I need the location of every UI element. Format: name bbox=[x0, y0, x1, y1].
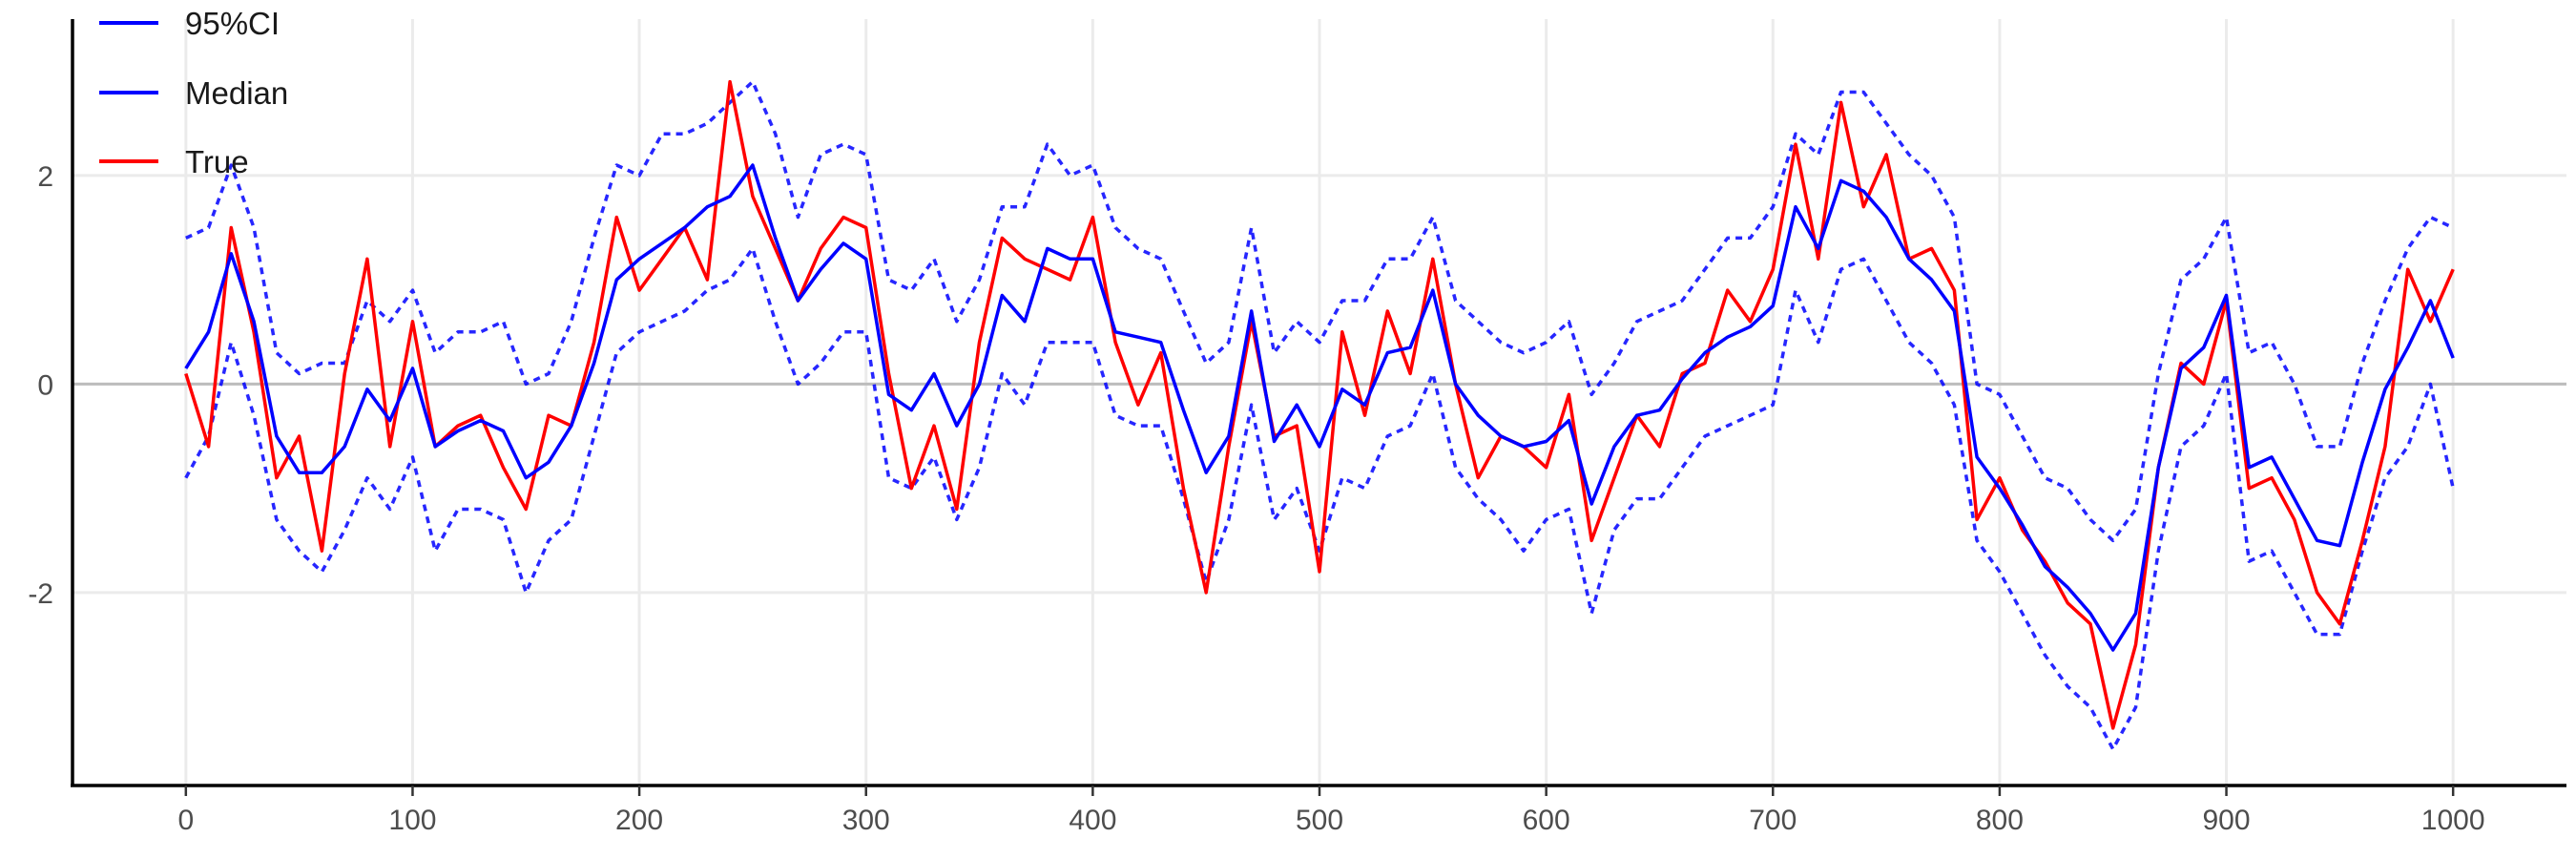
y-tick-label-2: 2 bbox=[37, 161, 53, 193]
x-tick-label-300: 300 bbox=[842, 805, 890, 836]
legend-label-2: True bbox=[185, 144, 249, 179]
x-tick-label-1000: 1000 bbox=[2421, 805, 2485, 836]
legend: 95%CI Median True bbox=[99, 6, 288, 179]
median-series-line bbox=[184, 163, 2455, 652]
y-tick-label-0: 0 bbox=[37, 369, 53, 401]
axis-layer: 0 100 200 300 400 500 600 700 800 900 1000 -2 0 2 bbox=[28, 19, 2566, 836]
grid-layer bbox=[73, 19, 2566, 786]
legend-label-0: 95%CI bbox=[185, 6, 280, 41]
x-tick-label-200: 200 bbox=[615, 805, 663, 836]
x-tick-label-900: 900 bbox=[2203, 805, 2251, 836]
x-tick-label-100: 100 bbox=[388, 805, 436, 836]
x-tick-label-400: 400 bbox=[1069, 805, 1116, 836]
x-tick-label-600: 600 bbox=[1523, 805, 1570, 836]
x-tick-label-500: 500 bbox=[1296, 805, 1343, 836]
95-ci-upper-series-line bbox=[185, 79, 2454, 543]
series-layer bbox=[184, 79, 2455, 751]
legend-label-1: Median bbox=[185, 75, 288, 111]
95-ci-lower-series-line bbox=[184, 246, 2455, 751]
true-series-line bbox=[184, 79, 2455, 730]
x-tick-label-700: 700 bbox=[1749, 805, 1797, 836]
x-tick-label-800: 800 bbox=[1976, 805, 2024, 836]
x-tick-label-0: 0 bbox=[177, 805, 194, 836]
y-tick-label--2: -2 bbox=[28, 578, 53, 610]
